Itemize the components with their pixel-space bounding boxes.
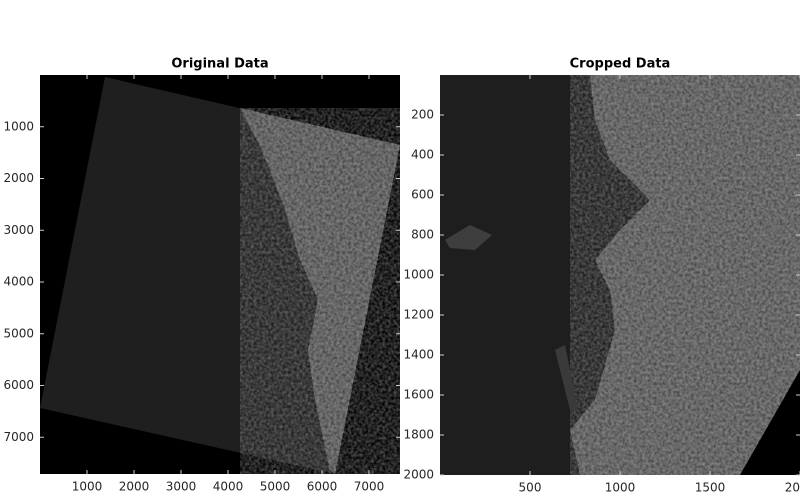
image-right bbox=[440, 75, 800, 475]
x-tick-label: 2000 bbox=[119, 480, 150, 494]
x-tick-label: 3000 bbox=[166, 480, 197, 494]
x-tick-label: 7000 bbox=[354, 480, 385, 494]
x-tick-label: 1000 bbox=[605, 481, 636, 495]
x-tick-label: 1000 bbox=[72, 480, 103, 494]
y-tick-label: 2000 bbox=[3, 171, 34, 185]
axes-title: Original Data bbox=[171, 57, 268, 72]
y-tick-label: 1000 bbox=[3, 119, 34, 133]
x-tick-label: 500 bbox=[519, 481, 542, 495]
image-left bbox=[40, 75, 400, 474]
y-tick-label: 5000 bbox=[3, 326, 34, 340]
y-tick-label: 200 bbox=[411, 108, 434, 122]
y-tick-label: 1400 bbox=[403, 348, 434, 362]
axes: Original Data 1000 2000 3000 4000 5000 6000 700… bbox=[3, 57, 800, 495]
y-tick-label: 6000 bbox=[3, 378, 34, 392]
x-tick-label: 1500 bbox=[695, 481, 726, 495]
y-tick-label: 1000 bbox=[403, 268, 434, 282]
y-tick-label: 2000 bbox=[403, 468, 434, 482]
y-tick-label: 1800 bbox=[403, 428, 434, 442]
x-tick-label: 5000 bbox=[260, 480, 291, 494]
y-tick-label: 7000 bbox=[3, 430, 34, 444]
x-tick-label: 6000 bbox=[307, 480, 338, 494]
x-tick-label: 2000 bbox=[785, 481, 800, 495]
y-tick-label: 1600 bbox=[403, 388, 434, 402]
y-tick-label: 3000 bbox=[3, 223, 34, 237]
y-tick-label: 800 bbox=[411, 228, 434, 242]
y-tick-label: 600 bbox=[411, 188, 434, 202]
y-tick-label: 400 bbox=[411, 148, 434, 162]
axes-title: Cropped Data bbox=[570, 57, 671, 72]
y-tick-label: 1200 bbox=[403, 308, 434, 322]
y-tick-label: 4000 bbox=[3, 275, 34, 289]
x-tick-label: 4000 bbox=[213, 480, 244, 494]
